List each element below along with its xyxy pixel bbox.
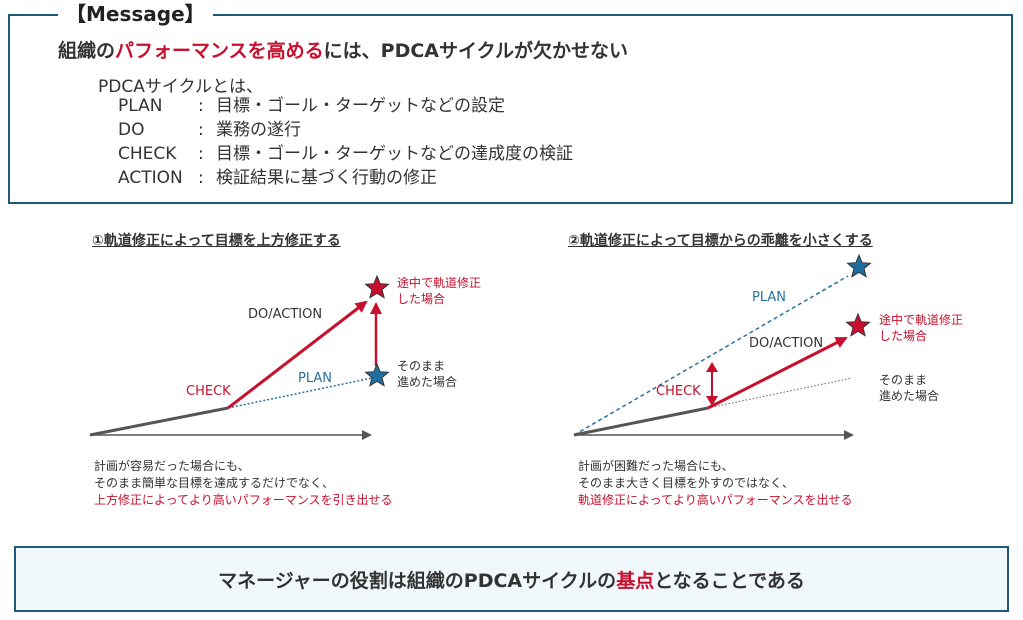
right-asis-label-line2: 進めた場合	[879, 388, 939, 403]
headline-highlight: パフォーマンスを高める	[115, 40, 324, 62]
message-box	[8, 14, 1013, 204]
right-corrected-label-line1: 途中で軌道修正	[879, 312, 963, 327]
conclusion-box: マネージャーの役割は組織のPDCAサイクルの 基点 となることである	[14, 546, 1009, 612]
right-star-plan-icon	[846, 253, 872, 278]
left-asis-label-line2: 進めた場合	[397, 374, 457, 389]
left-caption-line3: 上方修正によってより高いパフォーマンスを引き出せる	[94, 493, 393, 507]
left-diagram: DO/ACTION CHECK PLAN 途中で軌道修正 した場合 そのまま 進…	[89, 274, 481, 440]
left-caption-line1: 計画が容易だった場合にも、	[94, 459, 250, 473]
right-check-gap-down-arrowhead	[706, 396, 718, 406]
definition-term: CHECK	[118, 144, 177, 164]
right-plan-dashed-line	[573, 275, 849, 436]
left-plan-dotted-line	[227, 377, 373, 409]
definition-row-do: DO : 業務の遂行	[118, 118, 573, 142]
conclusion-part1: マネージャーの役割は組織のPDCAサイクルの	[218, 569, 617, 592]
right-star-corrected-icon	[845, 312, 871, 337]
message-headline: 組織のパフォーマンスを高めるには、PDCAサイクルが欠かせない	[58, 36, 628, 63]
definition-row-plan: PLAN : 目標・ゴール・ターゲットなどの設定	[118, 94, 573, 118]
left-corrected-label-line2: した場合	[397, 291, 445, 306]
definition-separator: :	[198, 144, 204, 164]
right-caption: 計画が困難だった場合にも、 そのまま大きく目標を外すのではなく、 軌道修正によっ…	[578, 458, 853, 509]
right-caption-line3: 軌道修正によってより高いパフォーマンスを出せる	[578, 493, 853, 507]
right-corrected-label-line2: した場合	[879, 328, 927, 343]
definition-separator: :	[198, 96, 204, 116]
definition-term: ACTION	[118, 168, 183, 188]
right-diagram: PLAN DO/ACTION CHECK 途中で軌道修正 した場合 そのまま 進…	[573, 253, 963, 440]
right-check-gap-up-arrowhead	[706, 362, 718, 372]
left-caption: 計画が容易だった場合にも、 そのまま簡単な目標を達成するだけでなく、 上方修正に…	[94, 458, 393, 509]
definition-row-check: CHECK : 目標・ゴール・ターゲットなどの達成度の検証	[118, 142, 573, 166]
definition-desc: 目標・ゴール・ターゲットなどの達成度の検証	[216, 144, 573, 164]
conclusion-highlight: 基点	[616, 569, 655, 592]
definition-separator: :	[198, 168, 204, 188]
definition-desc: 検証結果に基づく行動の修正	[216, 168, 437, 188]
definition-term: DO	[118, 120, 145, 140]
headline-part2: には、PDCAサイクルが欠かせない	[323, 40, 629, 62]
definition-row-action: ACTION : 検証結果に基づく行動の修正	[118, 166, 573, 190]
definition-desc: 目標・ゴール・ターゲットなどの設定	[216, 96, 505, 116]
right-check-label: CHECK	[656, 384, 701, 399]
pdca-definition-list: PLAN : 目標・ゴール・ターゲットなどの設定 DO : 業務の遂行 CHEC…	[118, 94, 573, 190]
definition-desc: 業務の遂行	[216, 120, 301, 140]
left-do-action-arrow	[227, 300, 368, 410]
left-star-corrected-icon	[364, 274, 390, 299]
left-do-segment	[89, 406, 229, 437]
right-caption-line1: 計画が困難だった場合にも、	[578, 459, 734, 473]
left-check-label: CHECK	[186, 384, 231, 399]
right-do-action-label: DO/ACTION	[749, 336, 823, 351]
left-corrected-label-line1: 途中で軌道修正	[397, 275, 481, 290]
right-do-segment	[573, 406, 709, 437]
left-plan-label: PLAN	[298, 371, 332, 386]
left-asis-label-line1: そのまま	[397, 359, 445, 373]
right-do-action-arrow	[707, 336, 848, 410]
left-caption-line2: そのまま簡単な目標を達成するだけでなく、	[94, 476, 335, 490]
left-star-plan-icon	[364, 362, 390, 387]
left-panel-title: ①軌道修正によって目標を上方修正する	[92, 233, 341, 249]
right-asis-label-line1: そのまま	[879, 373, 927, 387]
definition-term: PLAN	[118, 96, 163, 116]
conclusion-part2: となることである	[654, 569, 805, 592]
right-plan-label: PLAN	[752, 290, 786, 305]
left-do-action-label: DO/ACTION	[248, 307, 322, 322]
right-asis-dotted-line	[707, 377, 853, 409]
message-tag: 【Message】	[58, 2, 213, 26]
headline-part1: 組織の	[58, 40, 116, 62]
right-caption-line2: そのまま大きく目標を外すのではなく、	[578, 476, 795, 490]
definition-separator: :	[198, 120, 204, 140]
pdca-intro: PDCAサイクルとは、	[98, 77, 263, 97]
right-panel-title: ②軌道修正によって目標からの乖離を小さくする	[568, 233, 873, 249]
